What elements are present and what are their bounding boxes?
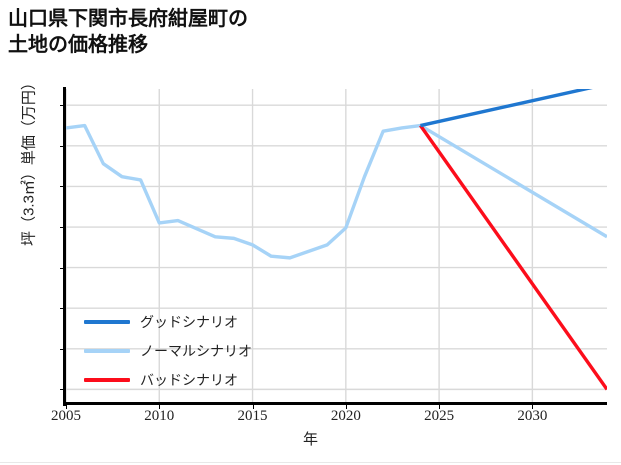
legend-item[interactable]: グッドシナリオ [84,312,252,332]
legend-item-label: グッドシナリオ [140,314,238,330]
x-tick-mark [159,404,161,409]
y-tick-mark [60,308,65,310]
x-axis-spine [63,402,607,405]
x-tick-label: 2020 [330,408,361,424]
y-axis-title: 坪（3.3㎡）単価（万円） [20,75,38,246]
legend-item[interactable]: ノーマルシナリオ [84,341,252,361]
y-tick-mark [60,227,65,228]
chart-title: 山口県下関市長府紺屋町の 土地の価格推移 [8,8,248,56]
x-tick-mark [345,404,347,409]
x-tick-label: 2030 [517,408,548,424]
legend-item-label: ノーマルシナリオ [140,343,252,359]
y-axis-spine [63,87,66,406]
x-axis-title: 年 [302,431,318,448]
y-tick-mark [60,267,65,269]
x-tick-mark [252,404,254,409]
chart-legend: グッドシナリオ ノーマルシナリオ バッドシナリオ [84,312,252,390]
x-tick-label: 2005 [51,408,81,424]
y-tick-mark [60,348,65,350]
x-tick-mark [532,404,534,409]
legend-color-swatch [84,320,130,324]
series-line [66,126,607,258]
x-tick-label: 2025 [424,408,455,424]
legend-item-label: バッドシナリオ [140,372,238,388]
series-lines [66,89,607,404]
series-line [420,89,607,126]
y-tick-mark [60,145,65,147]
x-tick-label: 2015 [237,408,268,424]
x-tick-mark [439,404,441,409]
series-line [420,126,607,390]
y-tick-mark [60,389,65,391]
y-tick-mark [60,186,65,188]
legend-color-swatch [84,378,130,382]
legend-color-swatch [84,349,130,353]
legend-item[interactable]: バッドシナリオ [84,370,252,390]
x-tick-mark [66,404,67,409]
plot-area [66,89,607,404]
y-tick-mark [60,105,65,107]
page-bottom-rule [0,462,621,463]
x-tick-label: 2010 [144,408,175,424]
